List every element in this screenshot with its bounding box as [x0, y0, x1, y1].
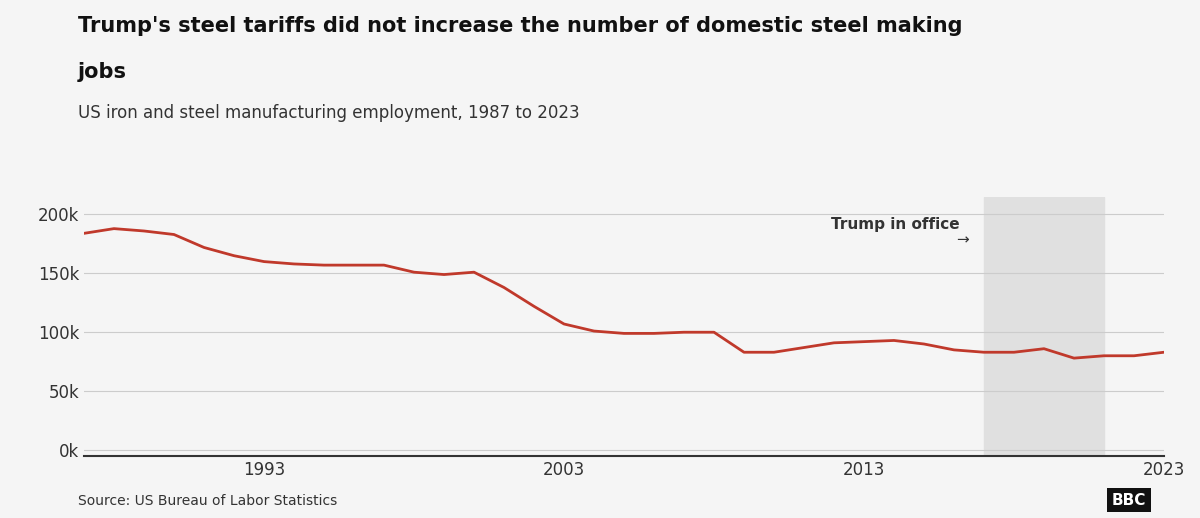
Text: jobs: jobs [78, 62, 127, 82]
Text: Trump's steel tariffs did not increase the number of domestic steel making: Trump's steel tariffs did not increase t… [78, 16, 962, 36]
Text: US iron and steel manufacturing employment, 1987 to 2023: US iron and steel manufacturing employme… [78, 104, 580, 122]
Bar [984, 197, 1104, 456]
Text: Trump in office: Trump in office [832, 217, 960, 232]
Text: BBC: BBC [1111, 493, 1146, 508]
Text: →: → [956, 232, 970, 247]
Text: Source: US Bureau of Labor Statistics: Source: US Bureau of Labor Statistics [78, 494, 337, 508]
